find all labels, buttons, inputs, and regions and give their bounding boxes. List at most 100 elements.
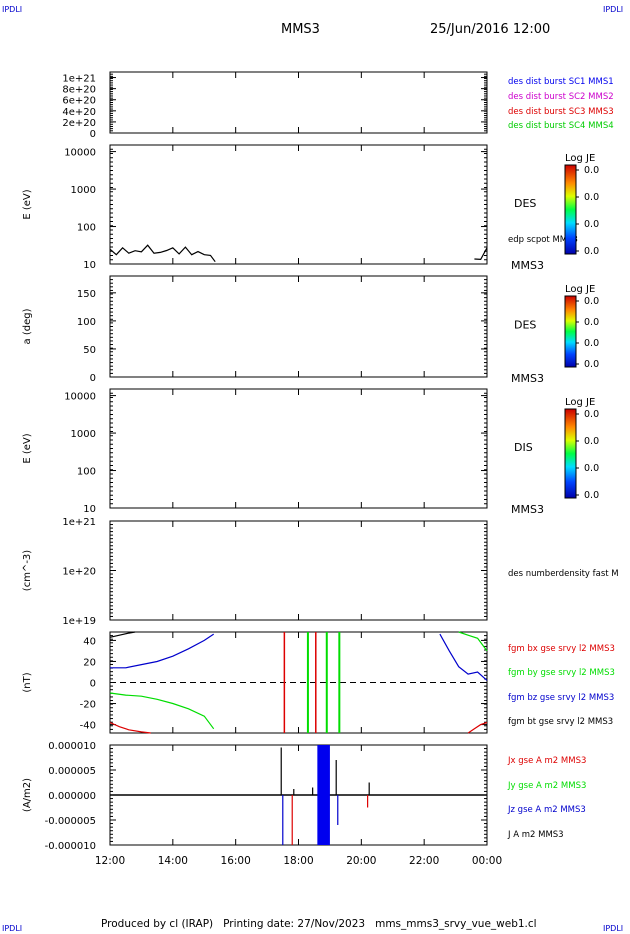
des-dist-burst-ytick-label: 8e+20 <box>62 85 96 96</box>
des-energy-scpot-line <box>109 244 488 263</box>
des-dist-burst-legend-entry: des dist burst SC2 MMS2 <box>508 92 614 102</box>
des-energy-colorbar <box>564 164 577 255</box>
des-dist-burst-ytick-label: 2e+20 <box>62 118 96 129</box>
des-pitch-colorbar-title: Log JE <box>565 284 595 295</box>
dis-energy-instrument-label: DIS <box>514 441 533 454</box>
fgm-b-legend-entry: fgm bx gse srvy l2 MMS3 <box>508 644 615 654</box>
des-dist-burst-ytick-label: 6e+20 <box>62 96 96 107</box>
des-energy-colorbar-tick-label: 0.0 <box>584 192 599 203</box>
x-tick-label: 18:00 <box>283 855 313 867</box>
des-energy-frame <box>109 144 488 265</box>
x-tick-label: 20:00 <box>346 855 376 867</box>
des-energy-ytick-label: 100 <box>77 223 96 234</box>
des-energy-ylabel: E (eV) <box>22 189 33 219</box>
x-tick-label: 16:00 <box>221 855 251 867</box>
j-curlometer-ytick-label: 0.000000 <box>48 791 96 802</box>
j-curlometer-legend-entry: Jy gse A m2 MMS3 <box>507 781 586 791</box>
des-density-frame <box>109 520 488 621</box>
corner-mark-bottom-right: IPDLI <box>603 924 624 933</box>
fgm-b-ytick-label: -20 <box>80 700 96 711</box>
dis-energy-colorbar-tick-label: 0.0 <box>584 409 599 420</box>
footer-credits: Produced by cl (IRAP) Printing date: 27/… <box>101 918 537 930</box>
des-dist-burst-ytick-label: 0 <box>90 129 96 140</box>
des-energy-ytick-label: 1000 <box>71 185 96 196</box>
des-pitch-colorbar-tick-label: 0.0 <box>584 359 599 370</box>
des-energy-colorbar-tick-label: 0.0 <box>584 246 599 257</box>
des-pitch-ytick-label: 100 <box>77 317 96 328</box>
x-tick-label: 14:00 <box>158 855 188 867</box>
des-energy-sc-label: MMS3 <box>511 259 544 272</box>
des-pitch-ytick-label: 150 <box>77 289 96 300</box>
dis-energy-ytick-label: 100 <box>77 467 96 478</box>
fgm-b-series-line <box>109 721 488 734</box>
dis-energy-frame <box>109 388 488 509</box>
fgm-b-legend-entry: fgm by gse srvy l2 MMS3 <box>508 668 615 678</box>
des-energy-colorbar-tick-label: 0.0 <box>584 219 599 230</box>
fgm-b-legend-entry: fgm bt gse srvy l2 MMS3 <box>508 717 613 727</box>
des-density-ylabel: (cm^-3) <box>22 550 33 591</box>
j-curlometer-ytick-label: -0.000005 <box>45 816 96 827</box>
j-curlometer-legend-entry: Jx gse A m2 MMS3 <box>507 756 586 766</box>
fgm-b-ytick-label: -40 <box>80 721 96 732</box>
des-pitch-ytick-label: 0 <box>90 373 96 384</box>
corner-mark-top-right: IPDLI <box>603 5 624 14</box>
x-tick-label: 12:00 <box>95 855 125 867</box>
j-curlometer-legend-entry: J A m2 MMS3 <box>507 830 564 840</box>
des-dist-burst-legend-entry: des dist burst SC3 MMS3 <box>508 107 614 117</box>
fgm-b-ytick-label: 0 <box>90 679 96 690</box>
corner-mark-bottom-left: IPDLI <box>2 924 23 933</box>
dis-energy-ytick-label: 1000 <box>71 429 96 440</box>
j-curlometer-ytick-label: 0.000005 <box>48 766 96 777</box>
des-dist-burst-frame <box>109 71 488 134</box>
date-title: 25/Jun/2016 12:00 <box>430 22 551 37</box>
corner-mark-top-left: IPDLI <box>2 5 23 14</box>
des-dist-burst-ytick-label: 4e+20 <box>62 107 96 118</box>
dis-energy-sc-label: MMS3 <box>511 503 544 516</box>
j-curlometer-ylabel: (A/m2) <box>22 778 33 812</box>
j-curlometer-legend-entry: Jz gse A m2 MMS3 <box>507 805 586 815</box>
fgm-b-series-line <box>109 631 136 638</box>
dis-energy-colorbar <box>564 408 577 499</box>
des-density-ytick-label: 1e+21 <box>62 517 96 528</box>
j-curlometer-ytick-label: -0.000010 <box>45 841 96 852</box>
fgm-b-legend-entry: fgm bz gse srvy l2 MMS3 <box>508 693 614 703</box>
des-density-legend-entry: des numberdensity fast M <box>508 569 619 579</box>
des-pitch-sc-label: MMS3 <box>511 372 544 385</box>
des-density-ytick-label: 1e+19 <box>62 616 96 627</box>
des-pitch-ytick-label: 50 <box>83 345 96 356</box>
des-energy-overlay-label: edp scpot MMS3 <box>508 235 578 245</box>
dis-energy-ytick-label: 10000 <box>64 392 96 403</box>
j-curlometer-ytick-label: 0.000010 <box>48 741 96 752</box>
fgm-b-series-line <box>110 633 488 681</box>
x-tick-label: 22:00 <box>409 855 439 867</box>
fgm-b-series-line <box>109 631 488 730</box>
des-density-ytick-label: 1e+20 <box>62 567 96 578</box>
des-energy-instrument-label: DES <box>514 197 536 210</box>
des-dist-burst-legend-entry: des dist burst SC1 MMS1 <box>508 77 614 87</box>
spacecraft-title: MMS3 <box>281 22 320 37</box>
des-pitch-colorbar-tick-label: 0.0 <box>584 338 599 349</box>
j-curlometer-burst-block <box>317 745 330 845</box>
dis-energy-colorbar-title: Log JE <box>565 397 595 408</box>
des-pitch-colorbar <box>564 295 577 368</box>
des-energy-colorbar-title: Log JE <box>565 153 595 164</box>
des-pitch-frame <box>109 275 488 378</box>
fgm-b-ylabel: (nT) <box>22 672 33 692</box>
dis-energy-colorbar-tick-label: 0.0 <box>584 490 599 501</box>
des-pitch-colorbar-tick-label: 0.0 <box>584 296 599 307</box>
des-energy-colorbar-tick-label: 0.0 <box>584 165 599 176</box>
des-pitch-instrument-label: DES <box>514 319 536 332</box>
des-pitch-ylabel: a (deg) <box>22 308 33 344</box>
dis-energy-colorbar-tick-label: 0.0 <box>584 436 599 447</box>
des-dist-burst-legend-entry: des dist burst SC4 MMS4 <box>508 121 614 131</box>
des-energy-ytick-label: 10 <box>83 260 96 271</box>
fgm-b-ytick-label: 40 <box>83 636 96 647</box>
x-tick-label: 00:00 <box>472 855 502 867</box>
des-energy-ytick-label: 10000 <box>64 148 96 159</box>
des-dist-burst-ytick-label: 1e+21 <box>62 74 96 85</box>
dis-energy-ytick-label: 10 <box>83 504 96 515</box>
fgm-b-ytick-label: 20 <box>83 657 96 668</box>
dis-energy-ylabel: E (eV) <box>22 433 33 463</box>
des-pitch-colorbar-tick-label: 0.0 <box>584 317 599 328</box>
